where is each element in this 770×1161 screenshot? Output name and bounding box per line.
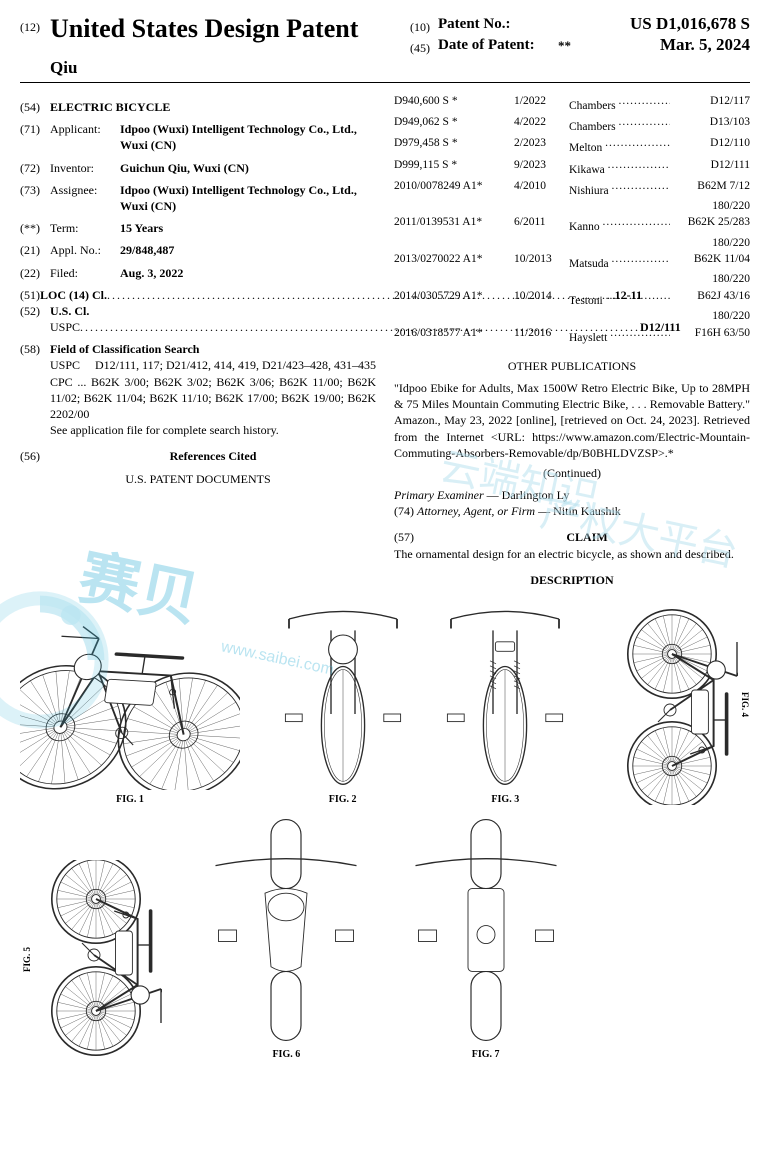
header-code-12: (12) (20, 14, 50, 35)
assignee-value: Idpoo (Wuxi) Intelligent Technology Co.,… (120, 183, 357, 213)
claim-text: The ornamental design for an electric bi… (394, 546, 750, 562)
continued-text: (Continued) (394, 465, 750, 481)
assignee-label: Assignee: (50, 182, 120, 214)
field-72-num: (72) (20, 160, 50, 176)
applicant-value: Idpoo (Wuxi) Intelligent Technology Co.,… (120, 122, 357, 152)
field-74-num: (74) (394, 504, 414, 518)
patent-no-value: US D1,016,678 S (558, 14, 750, 35)
figure-5: FIG. 5 (20, 860, 162, 1060)
reference-subclass: 180/220 (394, 309, 750, 325)
patent-title-heading: United States Design Patent (50, 14, 410, 44)
claim-heading: CLAIM (424, 529, 750, 545)
field-73-num: (73) (20, 182, 50, 214)
reference-subclass: 180/220 (394, 199, 750, 215)
search-uspc-value: D12/111, 117; D21/412, 414, 419, D21/423… (80, 357, 376, 373)
date-stars: ** (558, 35, 571, 56)
search-cpc-value: CPC ... B62K 3/00; B62K 3/02; B62K 3/06;… (50, 374, 376, 423)
figure-2: FIG. 2 (283, 600, 403, 805)
search-note: See application file for complete search… (50, 422, 376, 438)
term-label: Term: (50, 220, 120, 236)
filed-value: Aug. 3, 2022 (120, 266, 183, 280)
left-column: (54) ELECTRIC BICYCLE (71) Applicant: Id… (20, 93, 376, 588)
field-21-num: (21) (20, 242, 50, 258)
uspc-label: USPC (50, 319, 80, 335)
fig3-label: FIG. 3 (491, 794, 519, 805)
uscl-label: U.S. Cl. (50, 304, 89, 318)
search-label: Field of Classification Search (50, 342, 199, 356)
inventor-value: Guichun Qiu, Wuxi (CN) (120, 161, 249, 175)
reference-row: D979,458 S *2/2023Melton D12/110 (394, 135, 750, 156)
header-right-block: (10) Patent No.: US D1,016,678 S (45) Da… (410, 14, 750, 56)
fig2-label: FIG. 2 (329, 794, 357, 805)
filed-label: Filed: (50, 265, 120, 281)
date-value: Mar. 5, 2024 (583, 35, 750, 56)
patent-no-label: Patent No.: (438, 14, 558, 35)
figures-section: FIG. 1 FIG. 2 FIG. 3 FIG. 4 FIG. 5 FIG. … (20, 600, 750, 1060)
reference-row: 2010/0078249 A1* 4/2010Nishiura B62M 7/1… (394, 178, 750, 199)
references-table: D940,600 S *1/2022Chambers D12/117D949,0… (394, 93, 750, 346)
attorney-label: Attorney, Agent, or Firm (417, 504, 535, 518)
other-pubs-text: "Idpoo Ebike for Adults, Max 1500W Retro… (394, 380, 750, 461)
inventor-label: Inventor: (50, 160, 120, 176)
applicant-label: Applicant: (50, 121, 120, 153)
patent-header: (12) United States Design Patent (10) Pa… (20, 14, 750, 56)
header-code-10: (10) (410, 14, 438, 35)
fig7-label: FIG. 7 (472, 1049, 500, 1060)
references-heading: References Cited (170, 449, 257, 463)
reference-row: D949,062 S *4/2022Chambers D13/103 (394, 114, 750, 135)
header-rule (20, 82, 750, 83)
examiner-value: — Darlington Ly (484, 488, 570, 502)
term-value: 15 Years (120, 221, 163, 235)
figure-1: FIG. 1 (20, 600, 240, 805)
right-column: D940,600 S *1/2022Chambers D12/117D949,0… (394, 93, 750, 588)
fig1-label: FIG. 1 (116, 794, 144, 805)
applno-value: 29/848,487 (120, 243, 174, 257)
field-57-num: (57) (394, 529, 424, 545)
reference-row: 2014/0305729 A1* 10/2014Testoni B62J 43/… (394, 288, 750, 309)
applno-label: Appl. No.: (50, 242, 120, 258)
figure-4: FIG. 4 (608, 605, 750, 805)
field-71-num: (71) (20, 121, 50, 153)
body-columns: (54) ELECTRIC BICYCLE (71) Applicant: Id… (20, 93, 750, 588)
attorney-value: — Nitin Kaushik (535, 504, 621, 518)
header-code-45: (45) (410, 35, 438, 56)
loc-label: LOC (14) Cl. (40, 287, 107, 303)
figure-7: FIG. 7 (411, 815, 561, 1060)
figure-3: FIG. 3 (445, 600, 565, 805)
field-22-num: (22) (20, 265, 50, 281)
field-56-num: (56) (20, 448, 50, 464)
figure-6: FIG. 6 (211, 815, 361, 1060)
reference-row: 2011/0139531 A1* 6/2011Kanno B62K 25/283 (394, 214, 750, 235)
reference-row: D940,600 S *1/2022Chambers D12/117 (394, 93, 750, 114)
field-51-num: (51) (20, 287, 40, 303)
inventor-surname: Qiu (50, 58, 750, 78)
term-code: (**) (20, 220, 50, 236)
reference-row: 2013/0270022 A1* 10/2013Matsuda B62K 11/… (394, 251, 750, 272)
reference-subclass: 180/220 (394, 236, 750, 252)
reference-row: D999,115 S *9/2023Kikawa D12/111 (394, 157, 750, 178)
description-heading: DESCRIPTION (530, 573, 613, 587)
reference-row: 2016/0318577 A1* 11/2016Hayslett F16H 63… (394, 325, 750, 346)
field-52-num: (52) (20, 303, 50, 319)
field-54-num: (54) (20, 99, 50, 115)
date-label: Date of Patent: (438, 35, 558, 56)
reference-subclass: 180/220 (394, 272, 750, 288)
search-uspc-label: USPC (50, 357, 80, 373)
fig6-label: FIG. 6 (272, 1049, 300, 1060)
examiner-label: Primary Examiner (394, 488, 484, 502)
field-58-num: (58) (20, 341, 50, 357)
us-patent-docs-heading: U.S. PATENT DOCUMENTS (20, 471, 376, 487)
fig4-label: FIG. 4 (740, 692, 750, 717)
fig5-label: FIG. 5 (22, 947, 32, 972)
invention-title: ELECTRIC BICYCLE (50, 100, 170, 114)
other-pubs-heading: OTHER PUBLICATIONS (394, 358, 750, 374)
